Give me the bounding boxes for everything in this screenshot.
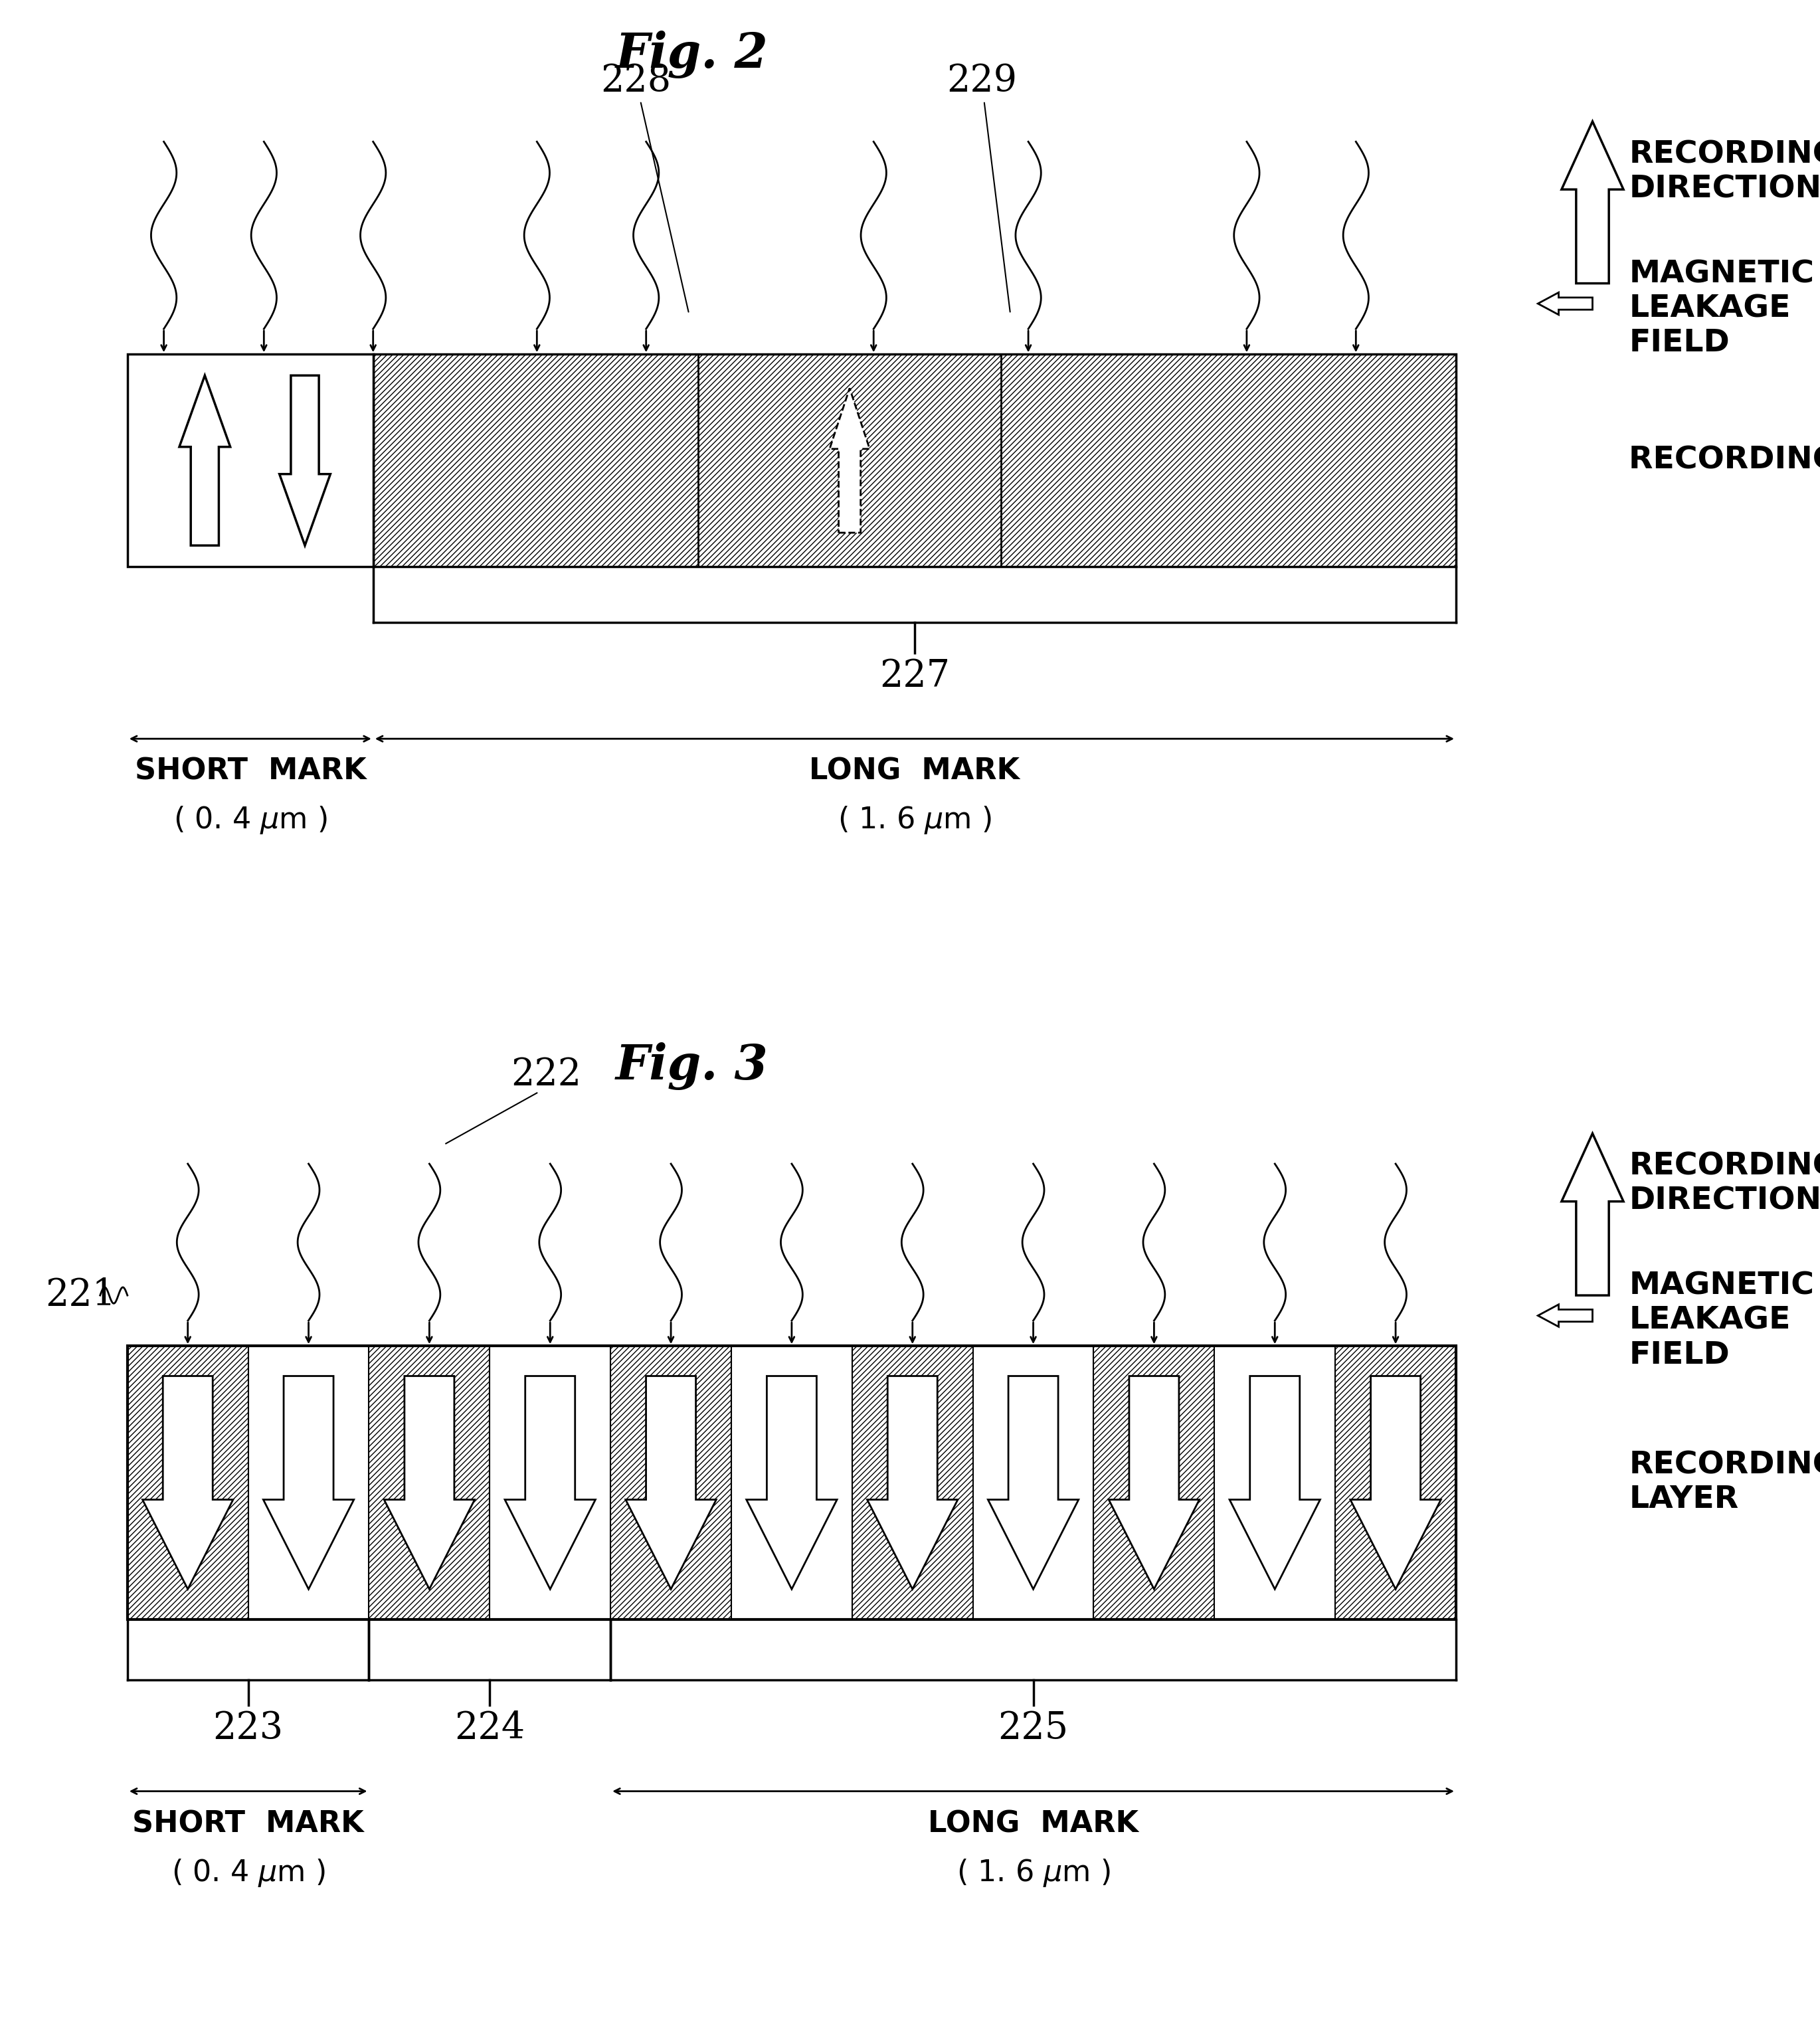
Polygon shape [1562, 1133, 1623, 1295]
Polygon shape [626, 1376, 717, 1589]
Polygon shape [746, 1376, 837, 1589]
Text: 223: 223 [213, 1710, 284, 1747]
Polygon shape [142, 1376, 233, 1589]
Text: SHORT  MARK: SHORT MARK [135, 757, 366, 785]
Bar [1336, 1346, 1456, 1619]
Text: MAGNETIC
LEAKAGE
FIELD: MAGNETIC LEAKAGE FIELD [1629, 259, 1815, 358]
Bar [127, 1346, 1456, 1619]
Text: RECORDING
DIRECTION: RECORDING DIRECTION [1629, 140, 1820, 204]
Bar [974, 1346, 1094, 1619]
Text: 227: 227 [879, 658, 950, 694]
Text: ( 0. 4 $\mu$m ): ( 0. 4 $\mu$m ) [173, 804, 328, 836]
Polygon shape [1538, 293, 1592, 316]
Polygon shape [180, 376, 231, 544]
Text: LONG  MARK: LONG MARK [928, 1809, 1139, 1838]
Polygon shape [866, 1376, 957, 1589]
Polygon shape [1108, 1376, 1199, 1589]
Bar [1214, 1346, 1336, 1619]
Text: 224: 224 [455, 1710, 524, 1747]
Bar [852, 1346, 974, 1619]
Text: 229: 229 [946, 63, 1017, 312]
Bar [127, 1346, 248, 1619]
Text: ( 1. 6 $\mu$m ): ( 1. 6 $\mu$m ) [956, 1858, 1110, 1888]
Text: ( 0. 4 $\mu$m ): ( 0. 4 $\mu$m ) [171, 1858, 326, 1888]
Text: RECORDING
DIRECTION: RECORDING DIRECTION [1629, 1152, 1820, 1216]
Polygon shape [1538, 1305, 1592, 1328]
Polygon shape [1230, 1376, 1320, 1589]
Text: ( 1. 6 $\mu$m ): ( 1. 6 $\mu$m ) [837, 804, 992, 836]
Text: LONG  MARK: LONG MARK [810, 757, 1019, 785]
Text: 228: 228 [601, 63, 688, 312]
Polygon shape [280, 376, 331, 546]
Polygon shape [504, 1376, 595, 1589]
Bar [248, 1346, 369, 1619]
Text: Fig. 3: Fig. 3 [615, 1042, 768, 1091]
Text: 225: 225 [997, 1710, 1068, 1747]
Polygon shape [1350, 1376, 1441, 1589]
Polygon shape [1562, 121, 1623, 283]
Text: RECORDING
LAYER: RECORDING LAYER [1629, 1451, 1820, 1514]
Polygon shape [988, 1376, 1079, 1589]
Bar [1094, 1346, 1214, 1619]
Text: 222: 222 [511, 1057, 581, 1093]
Polygon shape [384, 1376, 475, 1589]
Text: Fig. 2: Fig. 2 [615, 30, 768, 79]
Bar [490, 1346, 610, 1619]
Bar [127, 354, 373, 567]
Bar [732, 1346, 852, 1619]
Polygon shape [264, 1376, 353, 1589]
Polygon shape [830, 389, 870, 532]
Text: SHORT  MARK: SHORT MARK [133, 1809, 364, 1838]
Bar [610, 1346, 732, 1619]
Text: RECORDING LAYER: RECORDING LAYER [1629, 445, 1820, 476]
Text: 221: 221 [46, 1277, 116, 1314]
Bar [369, 1346, 490, 1619]
Text: MAGNETIC
LEAKAGE
FIELD: MAGNETIC LEAKAGE FIELD [1629, 1271, 1815, 1370]
Bar [373, 354, 1456, 567]
